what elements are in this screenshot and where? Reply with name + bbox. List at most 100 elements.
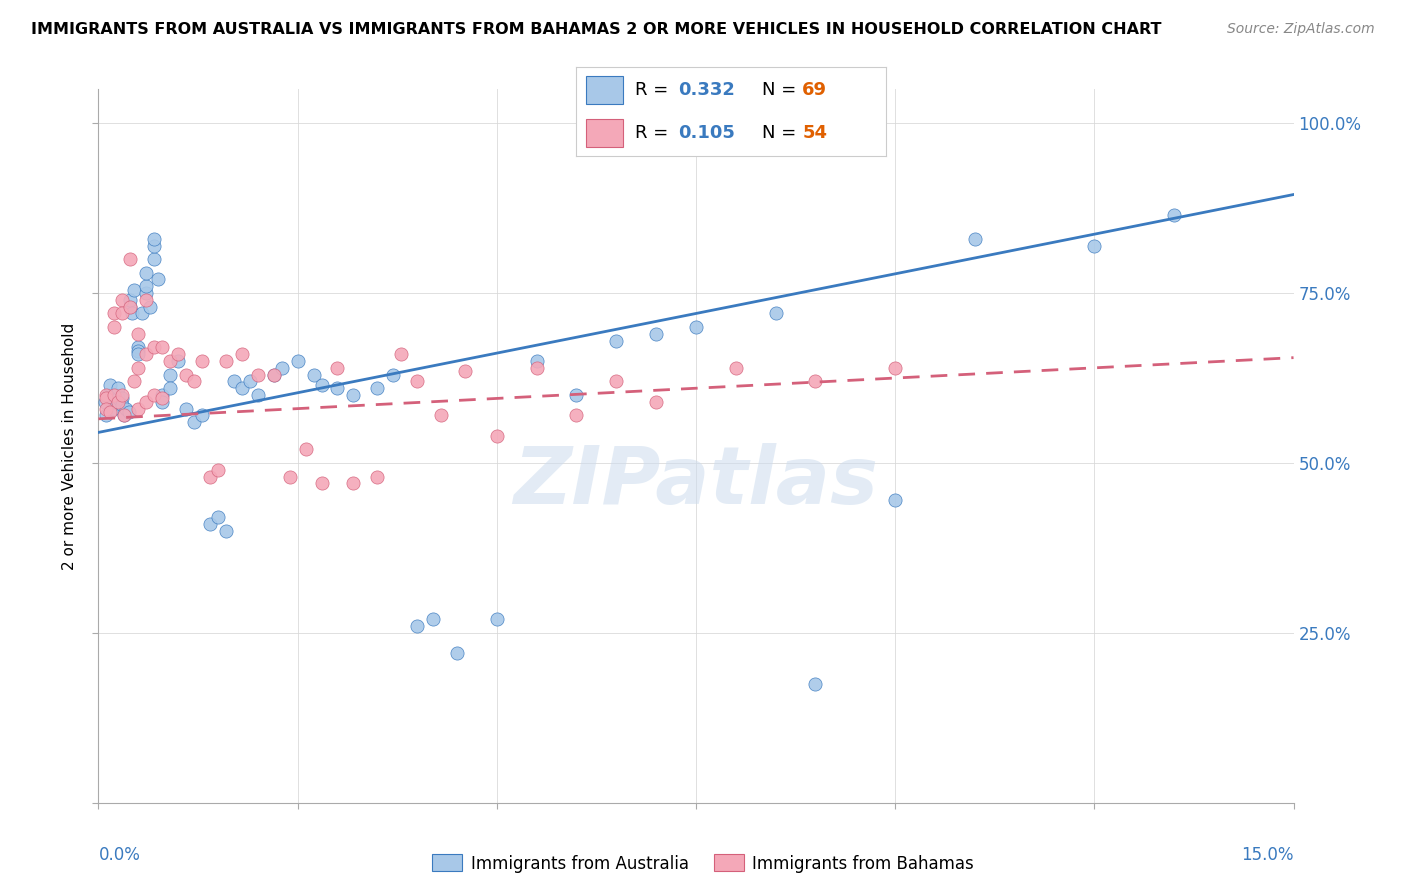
Point bbox=[485, 612, 508, 626]
Point bbox=[430, 409, 453, 423]
Point bbox=[135, 293, 157, 307]
Point bbox=[183, 375, 205, 389]
Point bbox=[111, 392, 134, 406]
Point bbox=[231, 381, 253, 395]
Point bbox=[143, 341, 166, 355]
Point bbox=[167, 347, 190, 361]
Point bbox=[565, 409, 588, 423]
Point bbox=[120, 252, 142, 266]
Point bbox=[150, 392, 173, 406]
Point bbox=[207, 510, 229, 524]
Point bbox=[724, 360, 747, 375]
Point bbox=[389, 347, 412, 361]
Point bbox=[278, 469, 301, 483]
Point bbox=[406, 619, 429, 633]
Point bbox=[422, 612, 444, 626]
Point bbox=[143, 238, 166, 252]
Point bbox=[366, 381, 388, 395]
Point bbox=[118, 405, 141, 419]
Text: R =: R = bbox=[636, 81, 675, 99]
Point bbox=[406, 375, 429, 389]
Point bbox=[485, 429, 508, 443]
Point bbox=[131, 306, 153, 320]
Point bbox=[103, 320, 125, 334]
Point bbox=[526, 360, 548, 375]
Text: Source: ZipAtlas.com: Source: ZipAtlas.com bbox=[1227, 22, 1375, 37]
Text: ZIPatlas: ZIPatlas bbox=[513, 442, 879, 521]
Point bbox=[111, 306, 134, 320]
Point bbox=[159, 354, 181, 368]
Point bbox=[96, 409, 118, 423]
Point bbox=[94, 394, 117, 409]
Text: 0.332: 0.332 bbox=[679, 81, 735, 99]
Point bbox=[804, 375, 827, 389]
Point bbox=[124, 375, 146, 389]
Legend: Immigrants from Australia, Immigrants from Bahamas: Immigrants from Australia, Immigrants fr… bbox=[426, 847, 980, 880]
Point bbox=[97, 388, 120, 402]
Point bbox=[111, 388, 134, 402]
Point bbox=[150, 341, 173, 355]
FancyBboxPatch shape bbox=[586, 76, 623, 104]
Point bbox=[98, 405, 122, 419]
Point bbox=[198, 469, 221, 483]
Point bbox=[135, 286, 157, 301]
Point bbox=[239, 375, 262, 389]
Point bbox=[135, 279, 157, 293]
Point bbox=[120, 300, 142, 314]
Point bbox=[183, 415, 205, 429]
Point bbox=[174, 401, 197, 416]
Point bbox=[139, 300, 162, 314]
Point bbox=[231, 347, 253, 361]
Text: 54: 54 bbox=[803, 124, 827, 142]
Point bbox=[222, 375, 245, 389]
Point bbox=[127, 341, 149, 355]
Point bbox=[96, 401, 118, 416]
Point bbox=[107, 394, 129, 409]
Point bbox=[135, 347, 157, 361]
Text: 0.0%: 0.0% bbox=[98, 846, 141, 863]
Point bbox=[135, 266, 157, 280]
Point bbox=[215, 354, 238, 368]
Point bbox=[311, 377, 333, 392]
Point bbox=[107, 392, 129, 406]
Point bbox=[103, 306, 125, 320]
Point bbox=[565, 388, 588, 402]
Point bbox=[143, 252, 166, 266]
Point bbox=[287, 354, 309, 368]
Point bbox=[1083, 238, 1105, 252]
Point bbox=[103, 388, 125, 402]
Point bbox=[115, 401, 138, 416]
Point bbox=[150, 388, 173, 402]
Point bbox=[96, 392, 118, 406]
Point bbox=[143, 388, 166, 402]
Point bbox=[167, 354, 190, 368]
Point bbox=[605, 375, 627, 389]
Point bbox=[526, 354, 548, 368]
Point bbox=[127, 360, 149, 375]
Point bbox=[121, 306, 143, 320]
Point bbox=[124, 283, 146, 297]
Point bbox=[127, 347, 149, 361]
Point bbox=[270, 360, 292, 375]
Point bbox=[215, 524, 238, 538]
Point bbox=[191, 354, 214, 368]
Text: N =: N = bbox=[762, 124, 801, 142]
Point bbox=[96, 388, 118, 402]
Text: 69: 69 bbox=[803, 81, 827, 99]
Point bbox=[98, 377, 122, 392]
FancyBboxPatch shape bbox=[586, 119, 623, 147]
Point bbox=[127, 401, 149, 416]
Point bbox=[150, 394, 173, 409]
Point bbox=[326, 360, 349, 375]
Point bbox=[963, 232, 986, 246]
Point bbox=[120, 300, 142, 314]
Point bbox=[103, 394, 125, 409]
Point bbox=[112, 409, 135, 423]
Point bbox=[127, 326, 149, 341]
Point bbox=[159, 368, 181, 382]
Point bbox=[107, 381, 129, 395]
Point bbox=[111, 398, 134, 412]
Point bbox=[342, 476, 364, 491]
Point bbox=[685, 320, 707, 334]
Point bbox=[804, 677, 827, 691]
